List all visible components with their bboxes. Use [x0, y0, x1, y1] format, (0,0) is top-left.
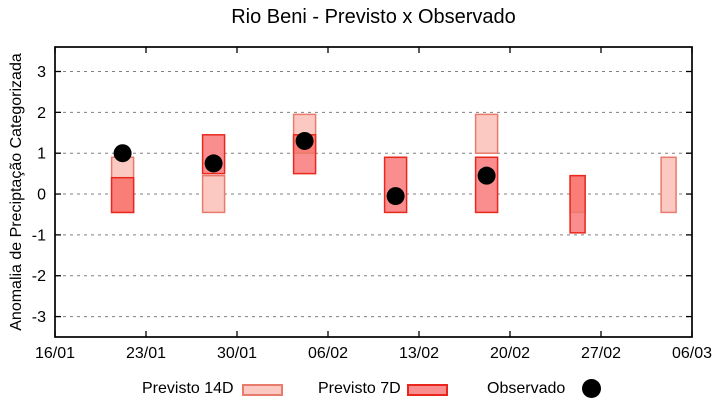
- legend-swatch-previsto-14d: [242, 384, 283, 396]
- legend-label-previsto-14d: Previsto 14D: [142, 380, 234, 397]
- y-axis-label: Anomalia de Preciptação Categorizada: [8, 53, 25, 331]
- svg-text:27/02: 27/02: [581, 345, 621, 362]
- legend-label-previsto-7d: Previsto 7D: [318, 380, 401, 397]
- svg-text:2: 2: [37, 105, 46, 122]
- svg-text:13/02: 13/02: [399, 345, 439, 362]
- chart-title: Rio Beni - Previsto x Observado: [231, 6, 516, 28]
- svg-text:23/01: 23/01: [126, 345, 166, 362]
- svg-text:-2: -2: [32, 268, 46, 285]
- svg-text:06/02: 06/02: [308, 345, 348, 362]
- svg-text:06/03: 06/03: [672, 345, 712, 362]
- svg-text:20/02: 20/02: [490, 345, 530, 362]
- svg-text:30/01: 30/01: [217, 345, 257, 362]
- svg-text:1: 1: [37, 146, 46, 163]
- svg-text:-1: -1: [32, 227, 46, 244]
- svg-text:16/01: 16/01: [35, 345, 75, 362]
- legend-swatch-previsto-7d: [407, 384, 448, 396]
- legend-marker-observado-icon: [582, 379, 601, 398]
- svg-text:-3: -3: [32, 309, 46, 326]
- svg-text:0: 0: [37, 187, 46, 204]
- svg-text:3: 3: [37, 64, 46, 81]
- legend-label-observado: Observado: [487, 380, 566, 397]
